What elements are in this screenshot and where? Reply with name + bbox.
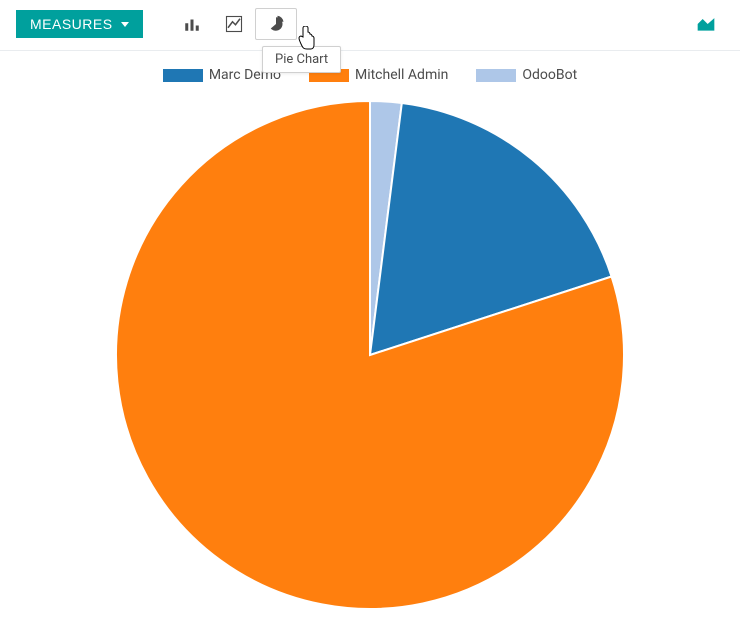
toolbar: MEASURES Pie C	[0, 0, 740, 51]
bar-chart-icon	[183, 15, 201, 33]
line-chart-button[interactable]	[213, 8, 255, 40]
tooltip-text: Pie Chart	[275, 52, 328, 67]
legend-label: OdooBot	[522, 67, 577, 83]
line-chart-icon	[225, 15, 243, 33]
chart-area	[0, 89, 740, 615]
measures-button[interactable]: MEASURES	[16, 10, 143, 38]
area-chart-button[interactable]	[688, 8, 724, 40]
area-chart-icon	[696, 15, 716, 33]
pie-chart-icon	[267, 15, 285, 33]
bar-chart-button[interactable]	[171, 8, 213, 40]
legend-swatch	[476, 69, 516, 82]
legend-swatch	[163, 69, 203, 82]
legend-label: Mitchell Admin	[355, 67, 448, 83]
measures-button-label: MEASURES	[30, 16, 113, 32]
caret-down-icon	[121, 22, 129, 27]
chart-legend: Marc DemoMitchell AdminOdooBot	[0, 51, 740, 89]
pie-chart	[110, 95, 630, 615]
legend-item[interactable]: OdooBot	[476, 67, 577, 83]
pie-chart-button[interactable]	[255, 8, 297, 40]
chart-type-group	[171, 8, 297, 40]
pie-chart-tooltip: Pie Chart	[262, 46, 341, 73]
